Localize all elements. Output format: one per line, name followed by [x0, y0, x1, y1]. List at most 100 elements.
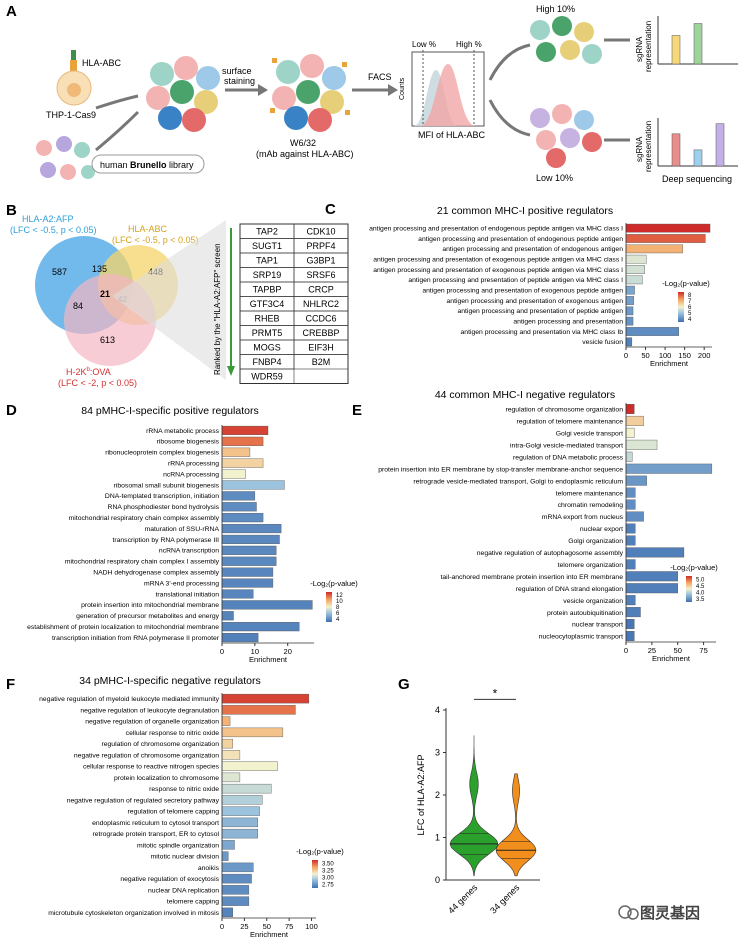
- bar: [221, 480, 285, 490]
- bar: [221, 783, 272, 794]
- y-tick-label: 0: [435, 875, 440, 885]
- high10-label: High 10%: [536, 4, 575, 14]
- panel-label-e: E: [352, 402, 362, 419]
- bar-label: antigen processing and presentation of e…: [369, 225, 623, 232]
- x-tick-label: 25: [648, 646, 656, 655]
- legend-tick: 4.5: [696, 584, 705, 590]
- gene-name: CDK10: [306, 227, 335, 237]
- venn-587: 587: [52, 267, 67, 277]
- bar: [625, 451, 633, 462]
- bar-label: antigen processing and presentation of p…: [408, 277, 623, 284]
- bar-label: regulation of chromosome organization: [505, 407, 623, 414]
- x-axis-label: Enrichment: [652, 654, 691, 663]
- bar-label: negative regulation of autophagosome ass…: [477, 550, 624, 557]
- bar: [625, 223, 711, 233]
- bar: [625, 535, 636, 546]
- bar: [625, 487, 636, 498]
- bar-label: cellular response to nitric oxide: [126, 730, 220, 737]
- bar-label: regulation of telomere maintenance: [516, 419, 623, 426]
- panel-label-f: F: [6, 676, 15, 693]
- x-tick-label: 50: [641, 351, 649, 360]
- bar: [221, 567, 274, 577]
- bar-label: establishment of protein localization to…: [27, 624, 219, 631]
- gene-name: TAPBP: [253, 285, 282, 295]
- panel-label-b: B: [6, 202, 17, 219]
- bar-label: mRNA 3'-end processing: [144, 580, 219, 587]
- legend-colorbar: [312, 860, 318, 888]
- legend-tick: 3.50: [322, 862, 334, 868]
- bar-label: transcription by RNA polymerase III: [112, 537, 219, 544]
- bar-label: protein insertion into mitochondrial mem…: [81, 602, 219, 609]
- bar: [625, 631, 635, 642]
- x-tick-label: 0: [624, 351, 628, 360]
- legend-tick: 2.75: [322, 883, 334, 889]
- y-tick-label: 1: [435, 833, 440, 843]
- sgrna-high-label-2: representation: [644, 21, 653, 72]
- bar: [221, 772, 241, 783]
- bar: [221, 716, 231, 726]
- bar-label: negative regulation of chromosome organi…: [74, 752, 219, 759]
- bar: [625, 595, 636, 606]
- panel-label-a: A: [6, 3, 17, 20]
- y-axis-label: LFC of HLA-A2:AFP: [416, 754, 426, 835]
- bar: [625, 327, 679, 336]
- bar-label: antigen processing and presentation of p…: [457, 308, 623, 315]
- surface-staining-label-1: surface: [222, 66, 252, 76]
- gene-name: G3BP1: [306, 256, 335, 266]
- arrow-icon: [95, 110, 140, 152]
- chart-title: 44 common MHC-I negative regulators: [435, 389, 615, 401]
- bar: [625, 337, 633, 347]
- gene-name: GTF3C4: [250, 299, 285, 309]
- bar: [221, 840, 235, 850]
- bar-label: mitotic nuclear division: [151, 854, 220, 861]
- gene-name: SRSF6: [306, 270, 335, 280]
- bar-label: negative regulation of myeloid leukocyte…: [39, 696, 219, 703]
- bar: [221, 469, 246, 479]
- gene-name: CRCP: [308, 285, 334, 295]
- gene-name: CCDC6: [305, 314, 336, 324]
- bar: [625, 296, 635, 305]
- gene-name: WDR59: [251, 372, 283, 382]
- violin: [449, 735, 499, 877]
- bar: [625, 234, 706, 243]
- bar: [625, 583, 678, 594]
- bar: [221, 750, 241, 760]
- bar: [625, 254, 647, 264]
- receptor-icon-top: [71, 50, 76, 60]
- bar-label: regulation of DNA metabolic process: [513, 454, 624, 461]
- legend-tick: 7: [688, 299, 692, 305]
- bar-label: mRNA export from nucleus: [542, 514, 624, 521]
- counts-label: Counts: [399, 77, 406, 100]
- gene-name: RHEB: [254, 314, 279, 324]
- bar-label: telomere organization: [558, 562, 624, 569]
- sgrna-high-label-1: sgRNA: [635, 36, 644, 62]
- bar-label: antigen processing and presentation of e…: [373, 267, 623, 274]
- bar-label: antigen processing and presentation via …: [461, 329, 624, 336]
- bar: [625, 244, 683, 254]
- bar-label: RNA phosphodiester bond hydrolysis: [108, 504, 220, 511]
- library-label: human Brunello library: [100, 160, 194, 170]
- bar: [625, 415, 644, 426]
- bar: [221, 578, 274, 588]
- gene-name: B2M: [312, 357, 331, 367]
- panel-a: A HLA-ABC THP-1-Cas9 human Brunello libr…: [6, 3, 738, 184]
- y-tick-label: 4: [435, 705, 440, 715]
- bar-label: negative regulation of organelle organiz…: [85, 719, 219, 726]
- arrow-icon: [95, 94, 139, 110]
- bar-label: vesicle fusion: [582, 339, 623, 346]
- low-pct-label: Low %: [412, 40, 436, 49]
- legend-tick: 5.0: [696, 577, 705, 583]
- bar-label: Golgi vesicle transport: [556, 431, 623, 438]
- x-tick-label: 20: [284, 647, 292, 656]
- ova-label-1: H-2Kb:OVA: [66, 367, 111, 377]
- gene-name: MOGS: [253, 343, 281, 353]
- bar-label: antigen processing and presentation of e…: [422, 287, 623, 294]
- chart-title: 34 pMHC-I-specific negative regulators: [79, 675, 261, 687]
- bar-label: protein localization to chromosome: [114, 775, 219, 782]
- legend-tick: 4: [688, 317, 692, 323]
- arrow-head-icon: [258, 84, 268, 96]
- arrow-head-icon: [388, 84, 398, 96]
- bar-label: tail-anchored membrane protein insertion…: [441, 574, 624, 581]
- bar-label: antigen processing and presentation of e…: [373, 256, 623, 263]
